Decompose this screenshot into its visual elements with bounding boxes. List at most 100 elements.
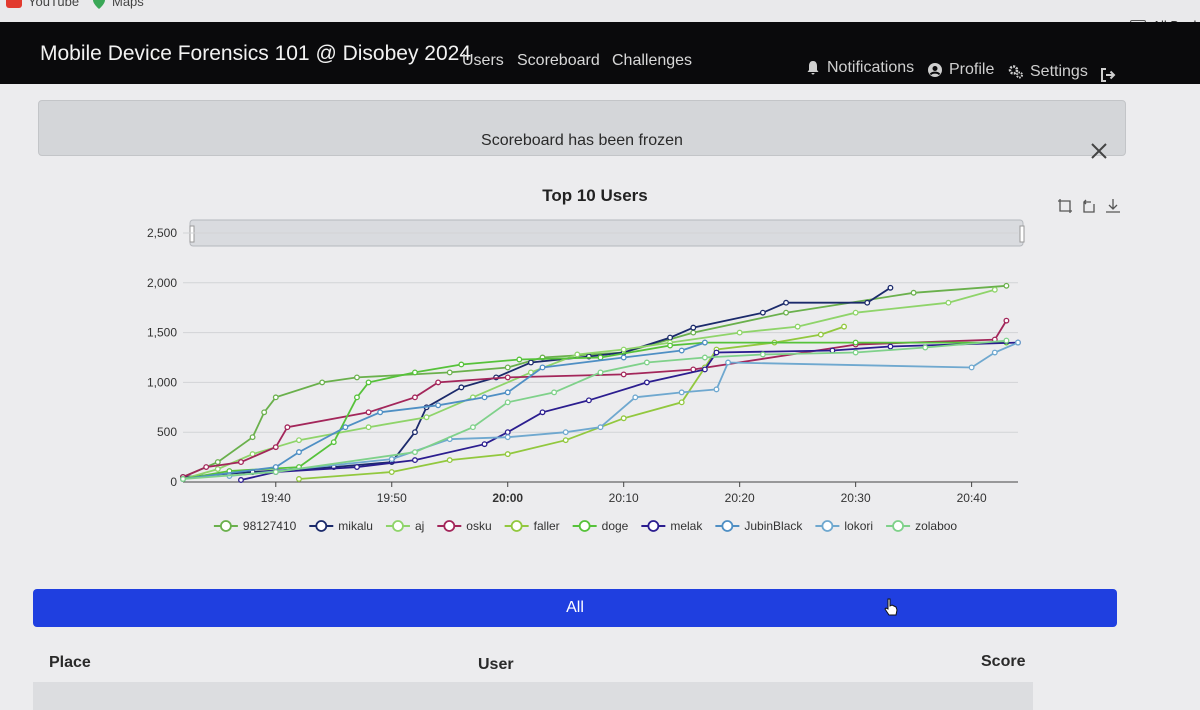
series-doge[interactable] bbox=[180, 339, 1010, 482]
data-point[interactable] bbox=[238, 477, 244, 483]
data-point[interactable] bbox=[562, 429, 569, 436]
data-point[interactable] bbox=[794, 323, 801, 330]
data-point[interactable] bbox=[713, 349, 720, 356]
series-aj[interactable] bbox=[180, 286, 998, 482]
data-point[interactable] bbox=[562, 437, 569, 444]
data-point[interactable] bbox=[365, 424, 372, 431]
data-point[interactable] bbox=[319, 379, 326, 386]
data-point[interactable] bbox=[504, 434, 511, 441]
data-point[interactable] bbox=[945, 299, 952, 306]
data-point[interactable] bbox=[214, 466, 221, 473]
zoom-handle[interactable] bbox=[189, 225, 195, 243]
data-point[interactable] bbox=[423, 414, 430, 421]
data-point[interactable] bbox=[585, 397, 592, 404]
series-osku[interactable] bbox=[180, 317, 1010, 480]
bookmark-youtube[interactable]: YouTube bbox=[6, 0, 79, 9]
logout-icon[interactable] bbox=[1100, 67, 1116, 83]
series-lokori[interactable] bbox=[226, 339, 1021, 479]
data-point[interactable] bbox=[249, 434, 256, 441]
close-icon[interactable] bbox=[1089, 141, 1109, 161]
nav-users[interactable]: Users bbox=[462, 52, 504, 69]
data-point[interactable] bbox=[701, 354, 708, 361]
nav-settings[interactable]: Settings bbox=[1008, 63, 1088, 81]
data-point[interactable] bbox=[516, 356, 523, 363]
legend-item-lokori[interactable]: lokori bbox=[815, 519, 873, 533]
data-point[interactable] bbox=[481, 441, 488, 448]
data-point[interactable] bbox=[1015, 339, 1021, 346]
column-header-place[interactable]: Place bbox=[49, 654, 91, 671]
data-point[interactable] bbox=[643, 379, 650, 386]
legend-item-aj[interactable]: aj bbox=[385, 519, 424, 533]
data-point[interactable] bbox=[504, 374, 511, 381]
column-header-score[interactable]: Score bbox=[981, 653, 1026, 670]
data-point[interactable] bbox=[296, 476, 302, 482]
data-point[interactable] bbox=[504, 429, 511, 436]
data-point[interactable] bbox=[435, 379, 442, 386]
zoom-reset-icon[interactable] bbox=[1081, 198, 1097, 214]
data-point[interactable] bbox=[411, 449, 418, 456]
data-point[interactable] bbox=[701, 366, 708, 373]
data-point[interactable] bbox=[667, 342, 674, 349]
data-point[interactable] bbox=[388, 456, 395, 463]
data-point[interactable] bbox=[678, 347, 685, 354]
data-point[interactable] bbox=[539, 409, 546, 416]
legend-item-zolaboo[interactable]: zolaboo bbox=[886, 519, 957, 533]
series-melak[interactable] bbox=[238, 339, 1021, 483]
data-point[interactable] bbox=[411, 429, 418, 436]
data-point[interactable] bbox=[725, 359, 732, 366]
data-point[interactable] bbox=[736, 329, 743, 336]
data-point[interactable] bbox=[887, 284, 894, 291]
download-icon[interactable] bbox=[1105, 198, 1121, 214]
legend-item-osku[interactable]: osku bbox=[437, 519, 492, 533]
data-point[interactable] bbox=[411, 457, 418, 464]
data-point[interactable] bbox=[469, 424, 476, 431]
nav-profile[interactable]: Profile bbox=[927, 61, 994, 79]
data-point[interactable] bbox=[690, 324, 697, 331]
nav-challenges[interactable]: Challenges bbox=[612, 52, 693, 69]
data-point[interactable] bbox=[481, 394, 488, 401]
data-point[interactable] bbox=[296, 437, 302, 444]
site-brand[interactable]: Mobile Device Forensics 101 @ Disobey 20… bbox=[40, 42, 472, 65]
data-point[interactable] bbox=[643, 359, 650, 366]
data-point[interactable] bbox=[458, 384, 465, 391]
data-point[interactable] bbox=[620, 354, 627, 361]
legend-item-jubinblack[interactable]: JubinBlack bbox=[715, 519, 803, 533]
data-point[interactable] bbox=[1003, 282, 1010, 289]
data-point[interactable] bbox=[539, 364, 546, 371]
zoom-area-icon[interactable] bbox=[1057, 198, 1073, 214]
data-point[interactable] bbox=[411, 369, 418, 376]
data-point[interactable] bbox=[817, 331, 824, 338]
data-point[interactable] bbox=[852, 309, 859, 316]
data-point[interactable] bbox=[411, 394, 418, 401]
column-header-user[interactable]: User bbox=[478, 656, 514, 673]
data-point[interactable] bbox=[759, 351, 766, 358]
data-point[interactable] bbox=[620, 346, 627, 353]
legend-item-melak[interactable]: melak bbox=[641, 519, 703, 533]
data-point[interactable] bbox=[841, 323, 847, 330]
data-point[interactable] bbox=[458, 361, 465, 368]
data-point[interactable] bbox=[1003, 317, 1010, 324]
data-point[interactable] bbox=[678, 399, 685, 406]
data-point[interactable] bbox=[272, 394, 279, 401]
data-point[interactable] bbox=[597, 354, 604, 361]
data-point[interactable] bbox=[446, 369, 453, 376]
data-point[interactable] bbox=[922, 344, 929, 351]
series-zolaboo[interactable] bbox=[180, 337, 1010, 482]
series-jubinblack[interactable] bbox=[180, 339, 708, 482]
data-point[interactable] bbox=[203, 464, 210, 471]
data-point[interactable] bbox=[701, 339, 708, 346]
data-point[interactable] bbox=[365, 379, 372, 386]
nav-scoreboard[interactable]: Scoreboard bbox=[517, 52, 600, 69]
data-point[interactable] bbox=[864, 299, 871, 306]
data-point[interactable] bbox=[667, 334, 674, 341]
data-point[interactable] bbox=[574, 351, 581, 358]
data-point[interactable] bbox=[852, 339, 859, 346]
data-point[interactable] bbox=[759, 309, 766, 316]
data-point[interactable] bbox=[435, 402, 442, 409]
data-point[interactable] bbox=[180, 476, 186, 482]
data-point[interactable] bbox=[388, 469, 395, 475]
data-point[interactable] bbox=[330, 439, 337, 446]
all-filter-button[interactable]: All bbox=[33, 589, 1117, 627]
data-point[interactable] bbox=[910, 289, 917, 296]
data-point[interactable] bbox=[504, 399, 511, 406]
